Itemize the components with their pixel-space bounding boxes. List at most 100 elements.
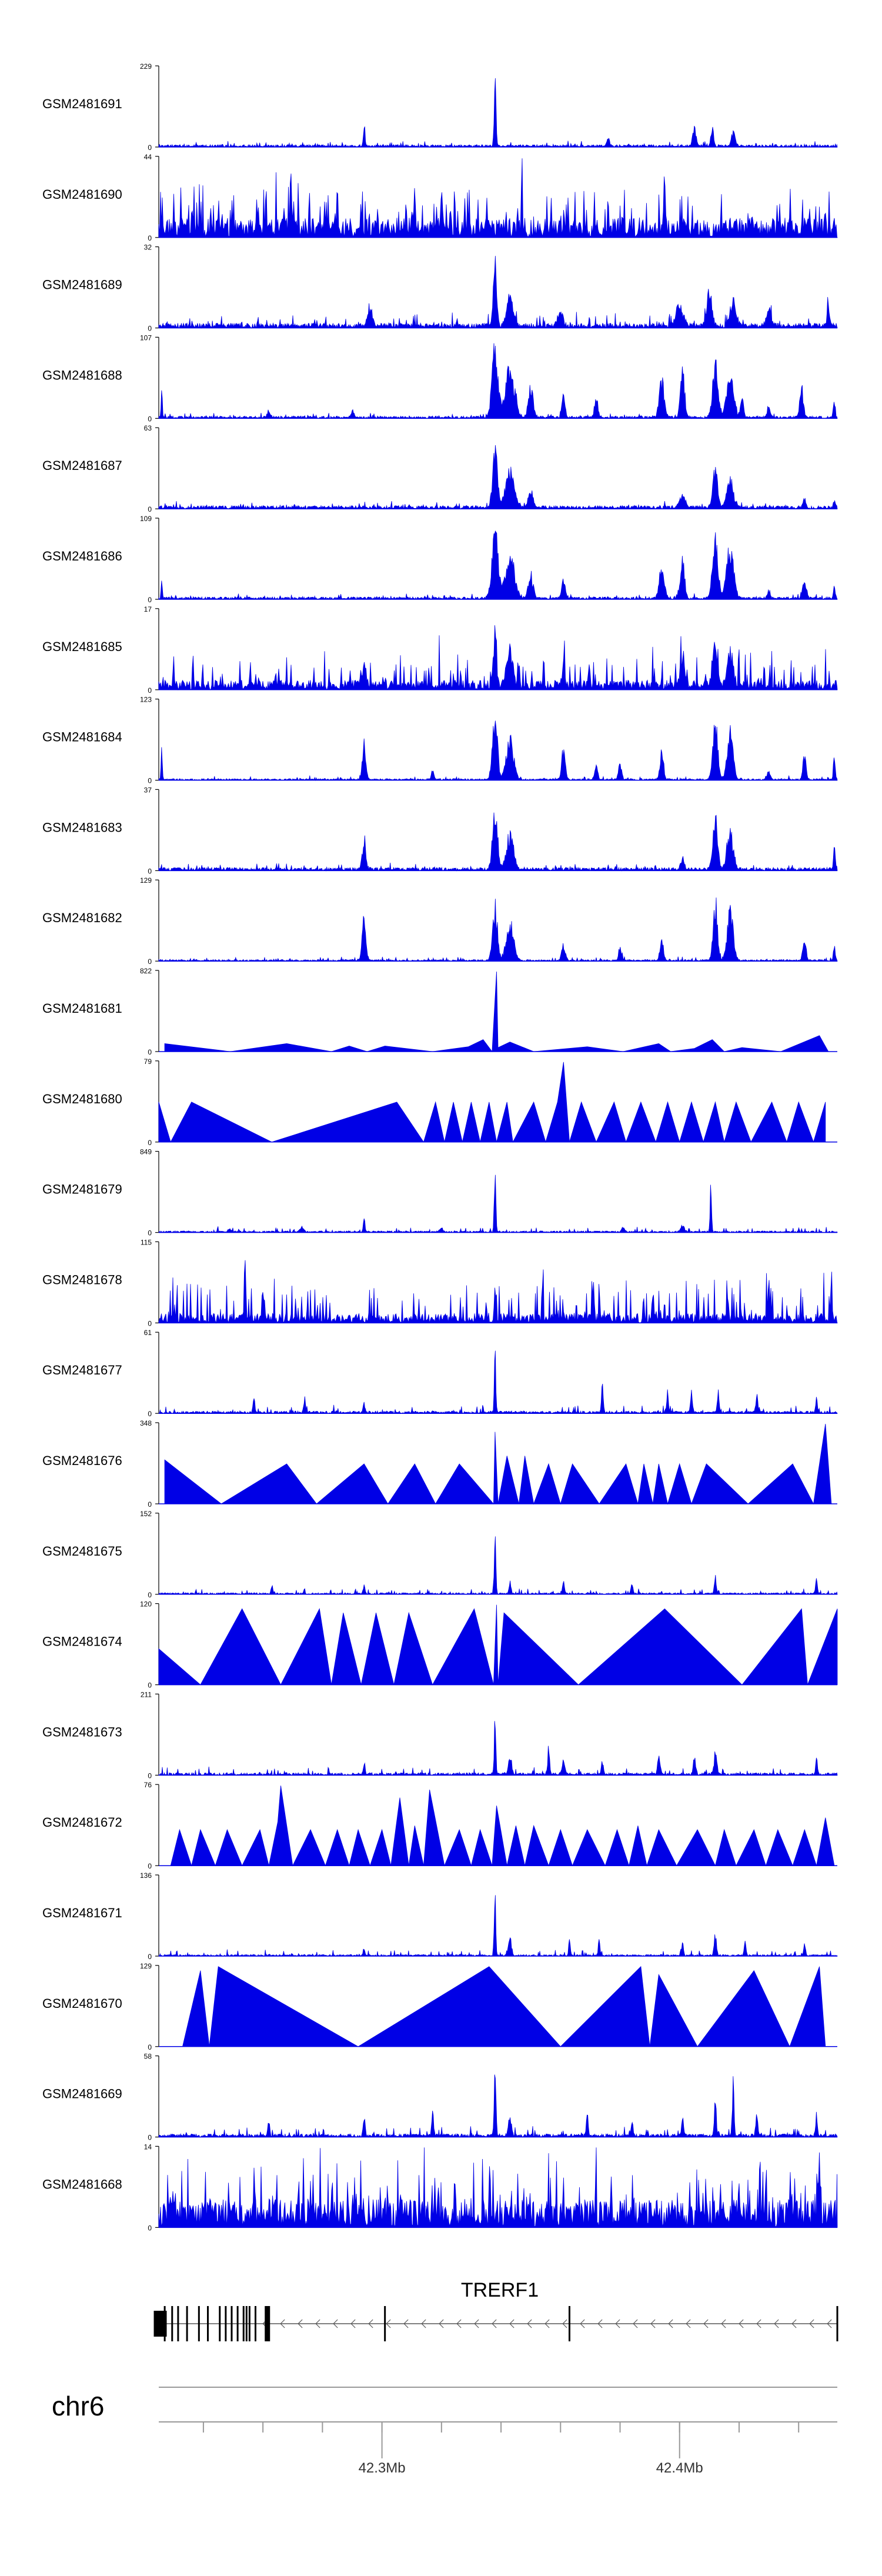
strand-arrow [650,2319,656,2328]
gene-exon [163,2306,166,2341]
y-min-label: 0 [148,1681,152,1690]
track-GSM2481684: GSM2481684 123 0 [42,696,838,785]
strand-arrow [827,2319,832,2328]
track-label: GSM2481679 [42,1182,122,1197]
y-max-label: 109 [140,515,152,523]
y-min-label: 0 [148,1862,152,1870]
track-label: GSM2481668 [42,2177,122,2191]
strand-arrow [439,2319,444,2328]
strand-arrow [280,2319,285,2328]
y-min-label: 0 [148,957,152,966]
y-min-label: 0 [148,144,152,152]
track-label: GSM2481675 [42,1544,122,1559]
track-label: GSM2481681 [42,1001,122,1016]
y-max-label: 32 [144,243,152,252]
y-min-label: 0 [148,867,152,875]
strand-arrow [403,2319,409,2328]
signal-area [158,1260,838,1324]
strand-arrow [298,2319,303,2328]
gene-exon [171,2306,173,2341]
signal-area [158,1604,838,1686]
gene-exon [245,2306,248,2341]
signal-area [158,720,838,781]
y-max-label: 348 [140,1419,152,1427]
track-GSM2481677: GSM2481677 61 0 [42,1329,838,1418]
gene-exon [225,2306,227,2341]
y-min-label: 0 [148,686,152,695]
track-GSM2481687: GSM2481687 63 0 [42,424,838,513]
track-GSM2481673: GSM2481673 211 0 [42,1690,838,1780]
signal-area [158,343,838,419]
signal-area [158,1062,826,1143]
track-label: GSM2481688 [42,368,122,382]
y-max-label: 76 [144,1781,152,1789]
track-label: GSM2481680 [42,1092,122,1106]
track-label: GSM2481670 [42,1996,122,2011]
gene-exon [836,2306,838,2341]
strand-arrow [386,2319,391,2328]
track-GSM2481688: GSM2481688 107 0 [42,333,838,423]
signal-area [158,445,838,510]
track-GSM2481668: GSM2481668 14 0 [42,2143,838,2232]
track-label: GSM2481687 [42,458,122,473]
y-min-label: 0 [148,2043,152,2051]
strand-arrow [668,2319,673,2328]
signal-area [158,1174,838,1233]
y-min-label: 0 [148,1139,152,1147]
strand-arrow [615,2319,620,2328]
strand-arrow [350,2319,356,2328]
track-label: GSM2481678 [42,1272,122,1287]
y-max-label: 136 [140,1871,152,1880]
strand-arrow [774,2319,779,2328]
track-label: GSM2481690 [42,187,122,202]
gene-exon [248,2306,250,2341]
y-min-label: 0 [148,234,152,242]
y-max-label: 58 [144,2053,152,2061]
strand-arrow [597,2319,603,2328]
signal-area [182,1966,826,2047]
track-label: GSM2481672 [42,1815,122,1830]
track-label: GSM2481674 [42,1634,122,1649]
signal-area [158,2074,838,2138]
chromosome-label: chr6 [52,2391,104,2421]
track-label: GSM2481686 [42,549,122,563]
y-max-label: 37 [144,786,152,794]
gene-exon [242,2306,245,2341]
gene-exon [568,2306,570,2341]
signal-area [158,78,838,148]
gene-track: TRERF1 [153,2279,838,2341]
signal-area [158,812,838,872]
gene-exon [254,2306,256,2341]
y-max-label: 152 [140,1510,152,1518]
gene-exon [384,2306,386,2341]
signal-area [164,971,829,1053]
gene-name-label: TRERF1 [461,2279,539,2301]
y-max-label: 61 [144,1329,152,1337]
strand-arrow [492,2319,497,2328]
y-min-label: 0 [148,2134,152,2142]
strand-arrow [368,2319,373,2328]
strand-arrow [721,2319,726,2328]
y-min-label: 0 [148,2224,152,2232]
y-max-label: 849 [140,1148,152,1156]
track-GSM2481672: GSM2481672 76 0 [42,1781,837,1870]
strand-arrow [580,2319,585,2328]
signal-area [158,530,838,600]
y-max-label: 123 [140,696,152,704]
track-label: GSM2481677 [42,1363,122,1377]
y-max-label: 44 [144,153,152,161]
gene-exon [207,2306,209,2341]
y-max-label: 822 [140,967,152,975]
track-GSM2481675: GSM2481675 152 0 [42,1510,838,1599]
strand-arrow [703,2319,709,2328]
signal-area [158,256,838,329]
strand-arrow [633,2319,638,2328]
signal-area [158,1350,838,1414]
track-GSM2481689: GSM2481689 32 0 [42,243,838,333]
strand-arrow [544,2319,550,2328]
signal-area [158,158,838,238]
y-min-label: 0 [148,505,152,513]
track-label: GSM2481673 [42,1724,122,1739]
y-max-label: 63 [144,424,152,432]
